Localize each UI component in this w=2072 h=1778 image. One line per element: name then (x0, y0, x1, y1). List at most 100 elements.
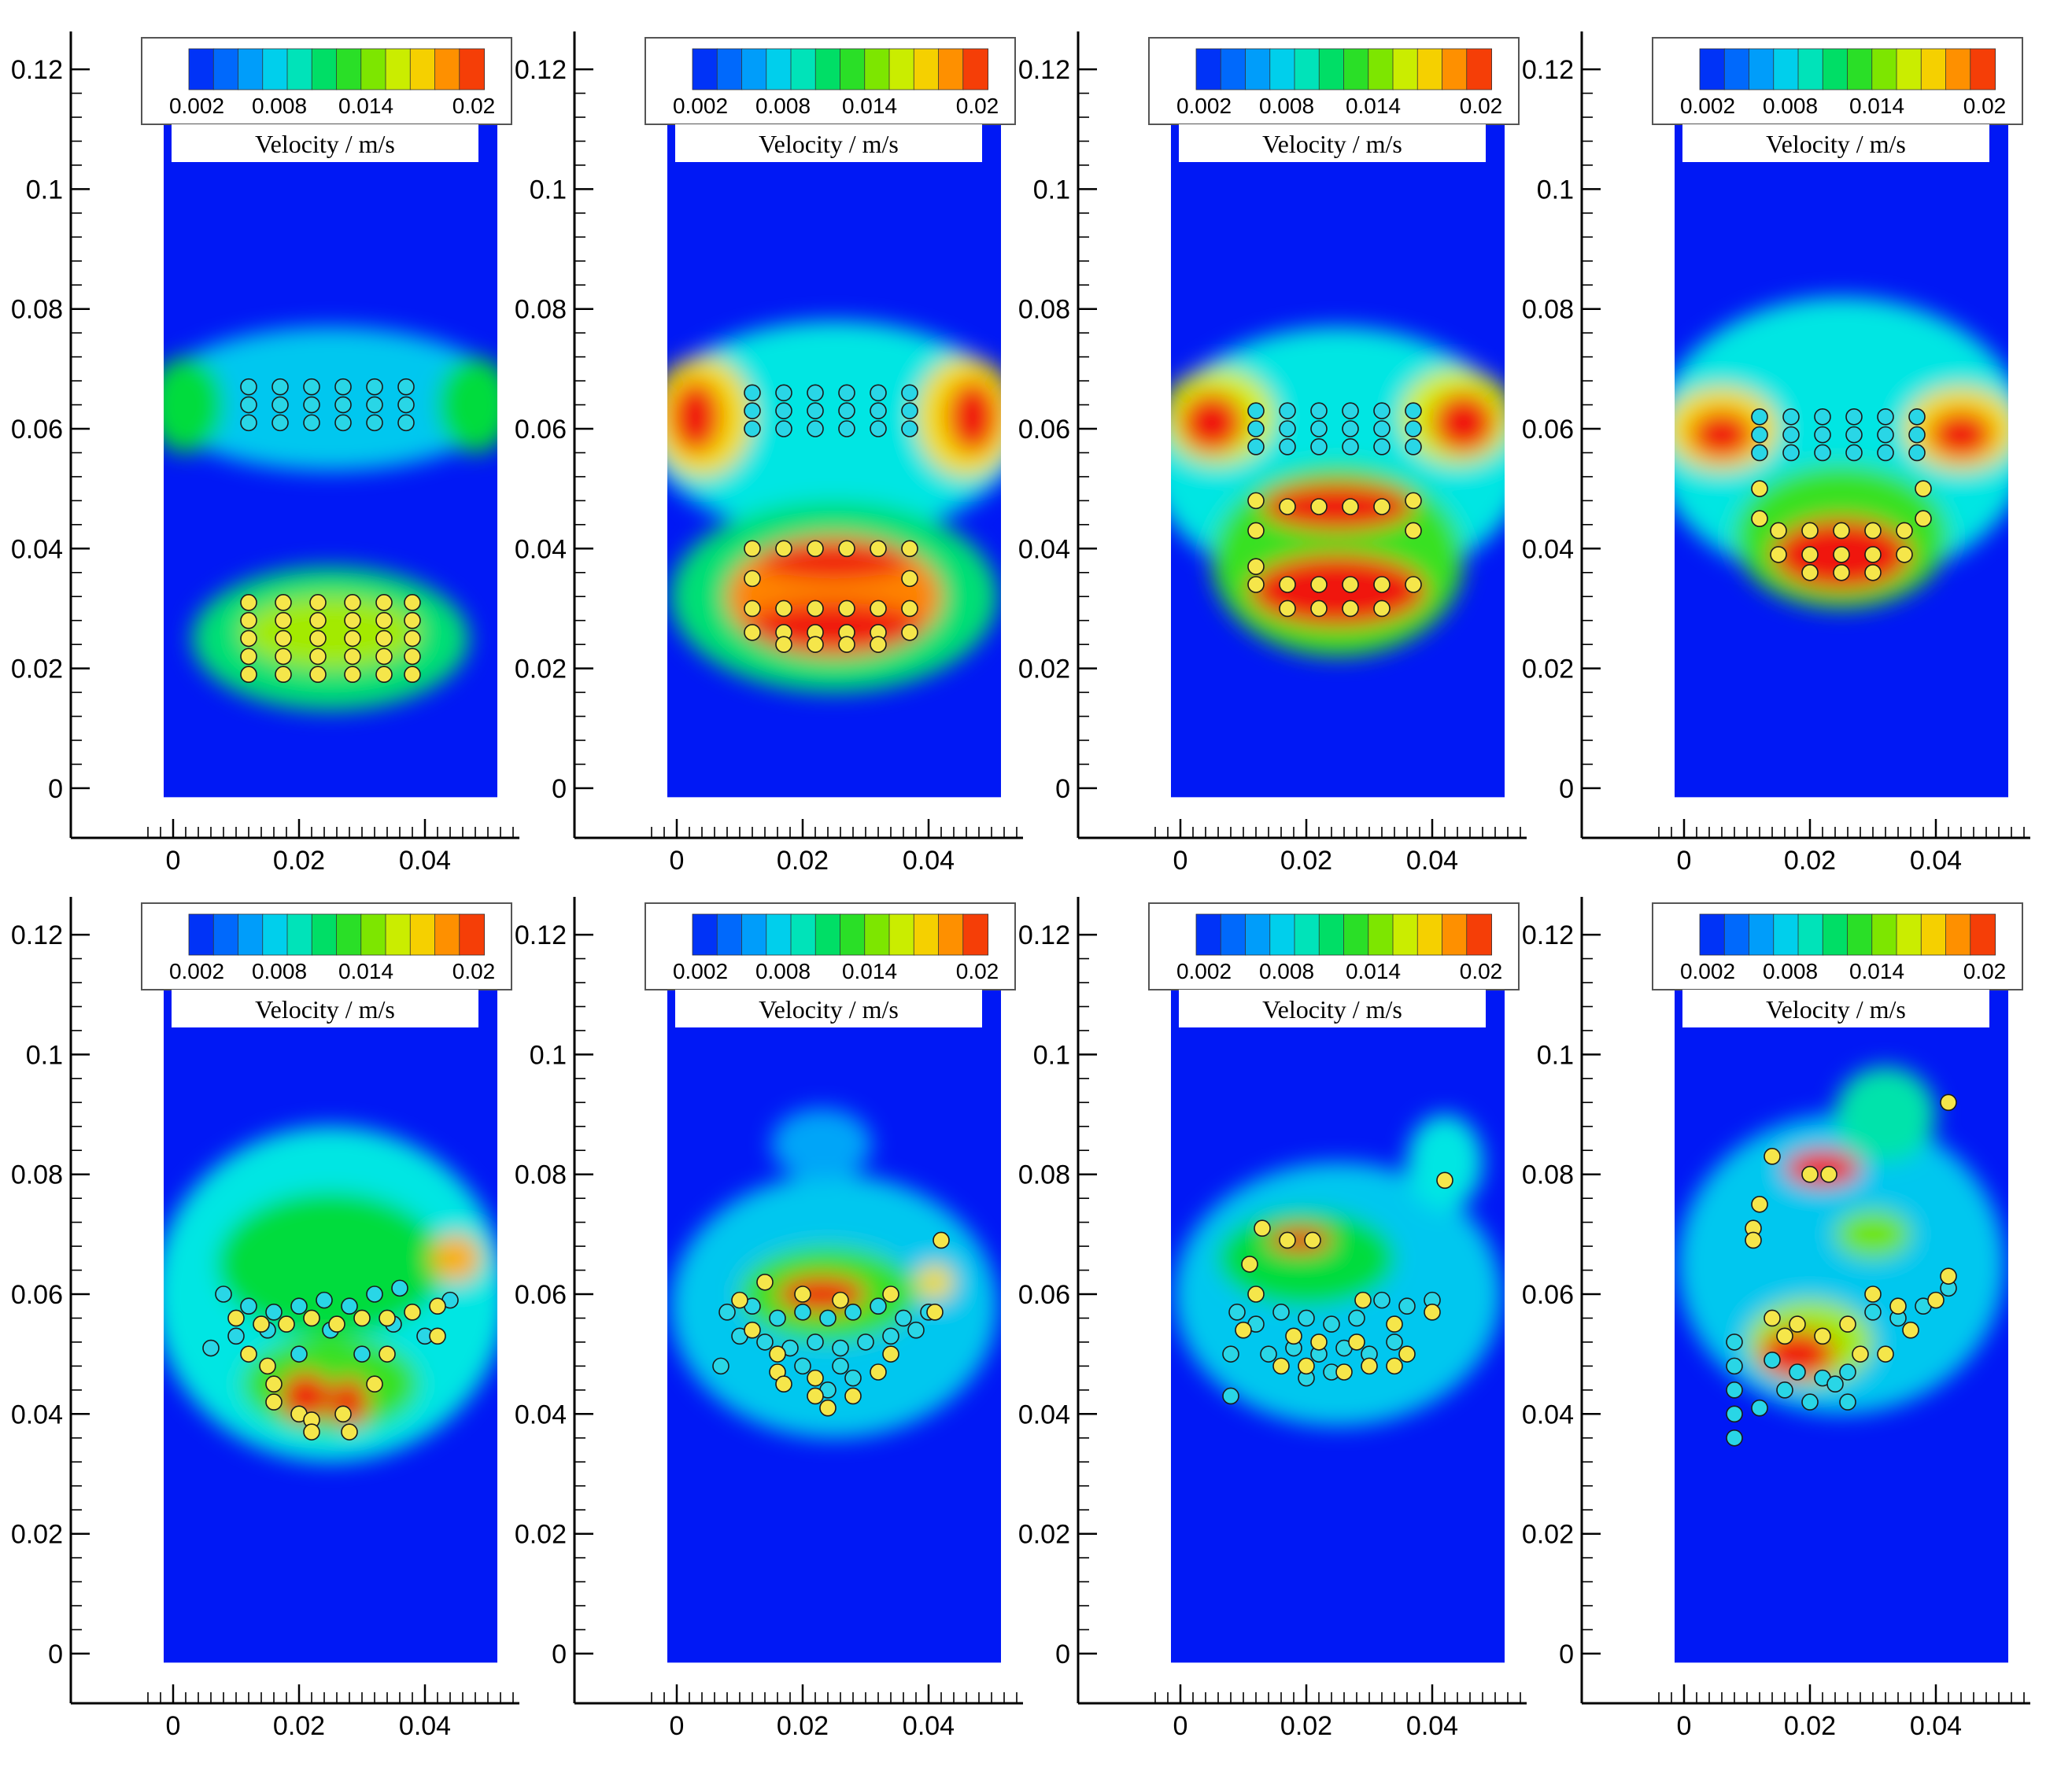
colorbar-band (1318, 913, 1345, 956)
velocity-region (771, 1108, 872, 1181)
particle-cyan (794, 1357, 811, 1375)
y-tick-label: 0.08 (11, 1160, 63, 1190)
y-tick-label: 0.1 (1033, 175, 1070, 205)
x-tick-label: 0.04 (1910, 1711, 1962, 1741)
particle-cyan (838, 402, 855, 419)
particle-yellow (1889, 1297, 1907, 1315)
particle-yellow (1770, 546, 1787, 563)
colorbar-band (1749, 913, 1775, 956)
colorbar-tick-label: 0.008 (755, 94, 811, 118)
particle-cyan (832, 1339, 849, 1357)
particle-yellow (1247, 576, 1265, 593)
particle-yellow (1764, 1309, 1781, 1327)
particle-yellow (1864, 563, 1882, 581)
particle-cyan (397, 414, 415, 432)
colorbar-band (741, 913, 767, 956)
y-tick-label: 0.12 (1522, 920, 1574, 950)
colorbar-band (1896, 48, 1922, 90)
y-tick-label: 0.02 (515, 655, 567, 684)
particle-yellow (309, 611, 327, 629)
particle-yellow (807, 599, 824, 618)
particle-cyan (1323, 1315, 1340, 1333)
particle-cyan (391, 1279, 408, 1297)
colorbar-band (1871, 913, 1898, 956)
particle-yellow (1940, 1267, 1957, 1285)
y-tick-label: 0.06 (11, 1280, 63, 1310)
panel-7: 0 0.02 0.04 0.06 0.08 0.1 0.12 0 0.02 0.04 0.002 0.… (1018, 881, 1542, 1741)
colorbar-band (212, 48, 239, 90)
y-tick-label: 0.12 (11, 920, 63, 950)
particle-yellow (1764, 1148, 1781, 1165)
particle-yellow (253, 1315, 270, 1333)
colorbar-band (1416, 48, 1443, 90)
particle-yellow (819, 1399, 837, 1417)
particle-cyan (1272, 1304, 1290, 1321)
particle-yellow (1902, 1321, 1919, 1339)
particle-yellow (1940, 1094, 1957, 1112)
particle-cyan (1764, 1351, 1781, 1369)
y-tick-label: 0.12 (1522, 55, 1574, 85)
colorbar-legend: 0.002 0.008 0.014 0.02 Velocity / m/s (1652, 37, 2023, 162)
colorbar-band (238, 48, 264, 90)
particle-yellow (265, 1375, 283, 1393)
y-tick-label: 0.02 (515, 1520, 567, 1550)
particle-cyan (1342, 438, 1359, 456)
particle-yellow (404, 594, 421, 611)
particle-cyan (1801, 1393, 1819, 1411)
particle-yellow (744, 1321, 761, 1339)
particle-yellow (807, 1387, 824, 1405)
velocity-field-chart: 00.020.040.060.080.10.120 0.02 0.040.002 0.… (11, 897, 519, 1741)
particle-yellow (1751, 1195, 1768, 1213)
colorbar-band (840, 913, 866, 956)
particle-yellow (769, 1345, 786, 1363)
colorbar-band (1195, 913, 1222, 956)
y-tick-label: 0.08 (11, 295, 63, 325)
colorbar-tick-label: 0.008 (1259, 94, 1314, 118)
y-tick-label: 0.02 (1522, 1520, 1574, 1550)
particle-yellow (1833, 563, 1850, 581)
colorbar-band (409, 913, 436, 956)
velocity-region (1262, 482, 1413, 531)
colorbar-band (913, 48, 940, 90)
particle-yellow (1776, 1327, 1793, 1345)
particle-cyan (1279, 420, 1296, 437)
particle-cyan (1348, 1309, 1365, 1327)
particle-yellow (1361, 1357, 1378, 1375)
colorbar-title: Velocity / m/s (759, 130, 899, 158)
y-tick-label: 0.04 (515, 1400, 567, 1429)
particle-cyan (870, 384, 887, 402)
particle-yellow (303, 1423, 320, 1440)
particle-cyan (1845, 408, 1863, 426)
particle-cyan (1845, 444, 1863, 462)
colorbar-band (1368, 48, 1394, 90)
particle-cyan (240, 414, 257, 432)
particle-yellow (375, 647, 393, 666)
particle-yellow (1373, 498, 1391, 515)
particle-cyan (303, 414, 320, 432)
particle-cyan (353, 1345, 371, 1363)
colorbar-band (864, 48, 891, 90)
y-tick-label: 0.04 (515, 534, 567, 564)
particle-yellow (731, 1291, 748, 1309)
particle-cyan (1839, 1363, 1856, 1381)
particle-yellow (353, 1309, 371, 1327)
particle-cyan (756, 1334, 774, 1351)
colorbar-band (1220, 48, 1247, 90)
colorbar-title-box (172, 124, 478, 162)
particle-cyan (870, 420, 887, 437)
particle-yellow (1279, 576, 1296, 593)
particle-cyan (1342, 402, 1359, 419)
x-tick-label: 0 (166, 1711, 181, 1741)
colorbar-tick-label: 0.008 (755, 959, 811, 983)
particle-yellow (1745, 1231, 1762, 1249)
colorbar-band (1442, 913, 1468, 956)
particle-cyan (1751, 408, 1768, 426)
particle-yellow (379, 1345, 396, 1363)
velocity-region (1835, 1210, 1911, 1259)
velocity-region (1250, 554, 1426, 627)
particle-yellow (240, 629, 257, 647)
panel-3: 0 0.02 0.04 0.06 0.08 0.1 0.12 0 0.02 0.04 0.002 0.… (1018, 16, 1542, 876)
particle-yellow (265, 1393, 283, 1411)
colorbar-band (385, 913, 412, 956)
colorbar-band (1318, 48, 1345, 90)
